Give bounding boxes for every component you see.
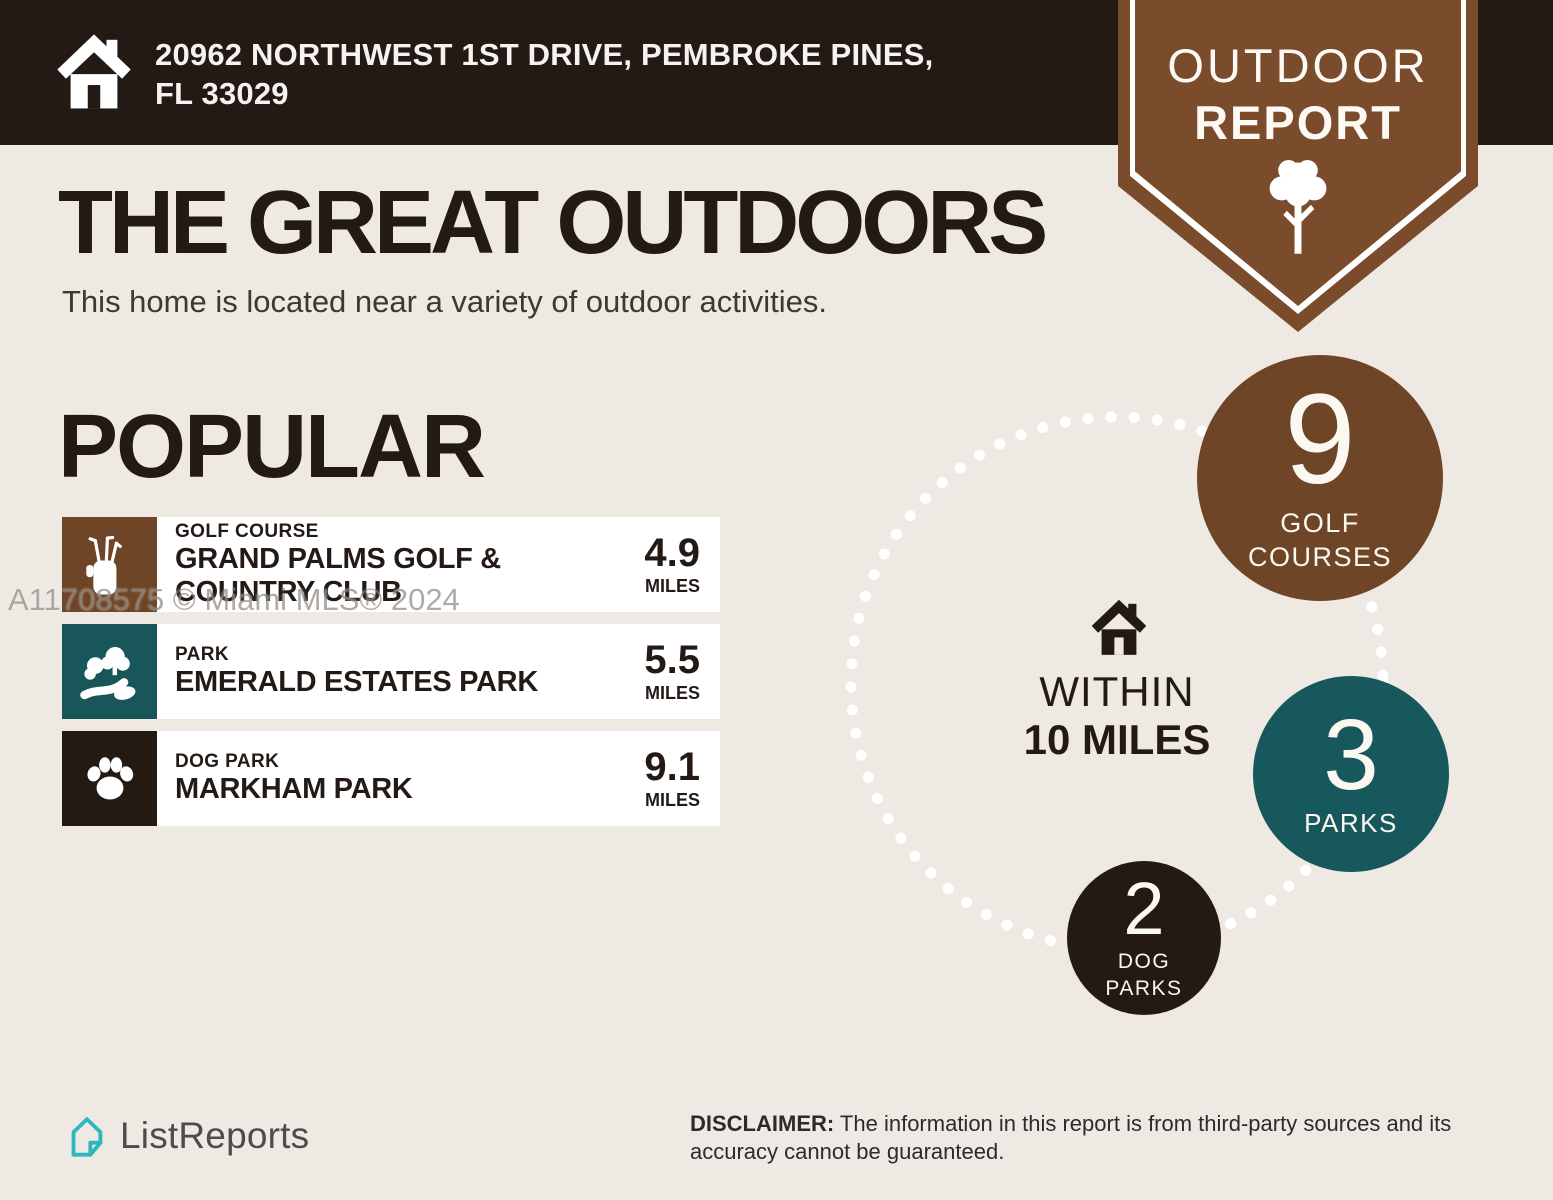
radius-label-line1: WITHIN bbox=[1039, 668, 1195, 715]
item-distance: 5.5 MILES bbox=[600, 624, 720, 719]
distance-value: 5.5 bbox=[644, 637, 700, 682]
dog-parks-bubble: 2 DOG PARKS bbox=[1067, 861, 1221, 1015]
home-icon bbox=[57, 34, 131, 109]
parks-label: PARKS bbox=[1304, 807, 1398, 838]
distance-value: 4.9 bbox=[644, 530, 700, 575]
radius-label: WITHIN 10 MILES bbox=[1017, 668, 1217, 764]
parks-count: 3 bbox=[1323, 698, 1379, 811]
label-line1: DOG bbox=[1117, 950, 1171, 974]
house-icon bbox=[1091, 599, 1147, 655]
golf-bag-icon bbox=[62, 517, 157, 612]
golf-courses-count: 9 bbox=[1284, 368, 1356, 512]
badge-title-line1: OUTDOOR bbox=[1167, 39, 1429, 92]
disclaimer-label: DISCLAIMER: bbox=[690, 1111, 835, 1136]
item-name: GRAND PALMS GOLF & COUNTRY CLUB bbox=[175, 543, 501, 608]
badge-title: OUTDOOR REPORT bbox=[1118, 38, 1478, 150]
disclaimer-text: The information in this report is from t… bbox=[690, 1111, 1452, 1164]
list-item-park: PARK EMERALD ESTATES PARK 5.5 MILES bbox=[62, 624, 720, 719]
listreports-logo: ListReports bbox=[62, 1110, 309, 1162]
page-subtitle: This home is located near a variety of o… bbox=[62, 284, 828, 319]
mls-watermark: A11708575 © Miami MLS® 2024 bbox=[8, 582, 460, 617]
item-text: PARK EMERALD ESTATES PARK bbox=[157, 624, 600, 719]
brand-name: ListReports bbox=[120, 1115, 310, 1156]
item-name: MARKHAM PARK bbox=[175, 773, 413, 806]
label-line1: GOLF bbox=[1280, 508, 1360, 539]
parks-bubble: 3 PARKS bbox=[1253, 676, 1449, 872]
list-item-dog-park: DOG PARK MARKHAM PARK 9.1 MILES bbox=[62, 731, 720, 826]
outdoor-report-badge: OUTDOOR REPORT bbox=[1118, 0, 1478, 332]
property-address: 20962 NORTHWEST 1ST DRIVE, PEMBROKE PINE… bbox=[155, 37, 934, 111]
item-text: DOG PARK MARKHAM PARK bbox=[157, 731, 600, 826]
label-line2: PARKS bbox=[1105, 976, 1183, 1000]
item-category: DOG PARK bbox=[175, 751, 280, 773]
item-distance: 4.9 MILES bbox=[600, 517, 720, 612]
distance-unit: MILES bbox=[644, 789, 700, 810]
popular-list: GOLF COURSE GRAND PALMS GOLF & COUNTRY C… bbox=[62, 517, 720, 838]
distance-value: 9.1 bbox=[644, 744, 700, 789]
list-item-golf-course: GOLF COURSE GRAND PALMS GOLF & COUNTRY C… bbox=[62, 517, 720, 612]
page-title: THE GREAT OUTDOORS bbox=[58, 173, 1048, 273]
golf-courses-label: GOLF COURSES bbox=[1248, 507, 1392, 575]
tree-icon bbox=[1269, 159, 1327, 254]
paw-icon bbox=[62, 731, 157, 826]
listreports-house-icon bbox=[71, 1117, 103, 1157]
item-category: GOLF COURSE bbox=[175, 521, 319, 543]
popular-heading: POPULAR bbox=[58, 397, 486, 497]
disclaimer: DISCLAIMER: The information in this repo… bbox=[690, 1110, 1500, 1166]
item-distance: 9.1 MILES bbox=[600, 731, 720, 826]
radius-label-line2: 10 MILES bbox=[1023, 716, 1211, 763]
label-line2: COURSES bbox=[1247, 541, 1393, 572]
item-name: EMERALD ESTATES PARK bbox=[175, 666, 538, 699]
item-text: GOLF COURSE GRAND PALMS GOLF & COUNTRY C… bbox=[157, 517, 600, 612]
golf-courses-bubble: 9 GOLF COURSES bbox=[1197, 355, 1443, 601]
dog-parks-count: 2 bbox=[1123, 867, 1165, 951]
distance-unit: MILES bbox=[644, 682, 700, 703]
park-trees-icon bbox=[62, 624, 157, 719]
item-category: PARK bbox=[175, 644, 230, 666]
distance-unit: MILES bbox=[644, 575, 700, 596]
dog-parks-label: DOG PARKS bbox=[1105, 949, 1182, 1002]
badge-title-line2: REPORT bbox=[1194, 96, 1402, 149]
